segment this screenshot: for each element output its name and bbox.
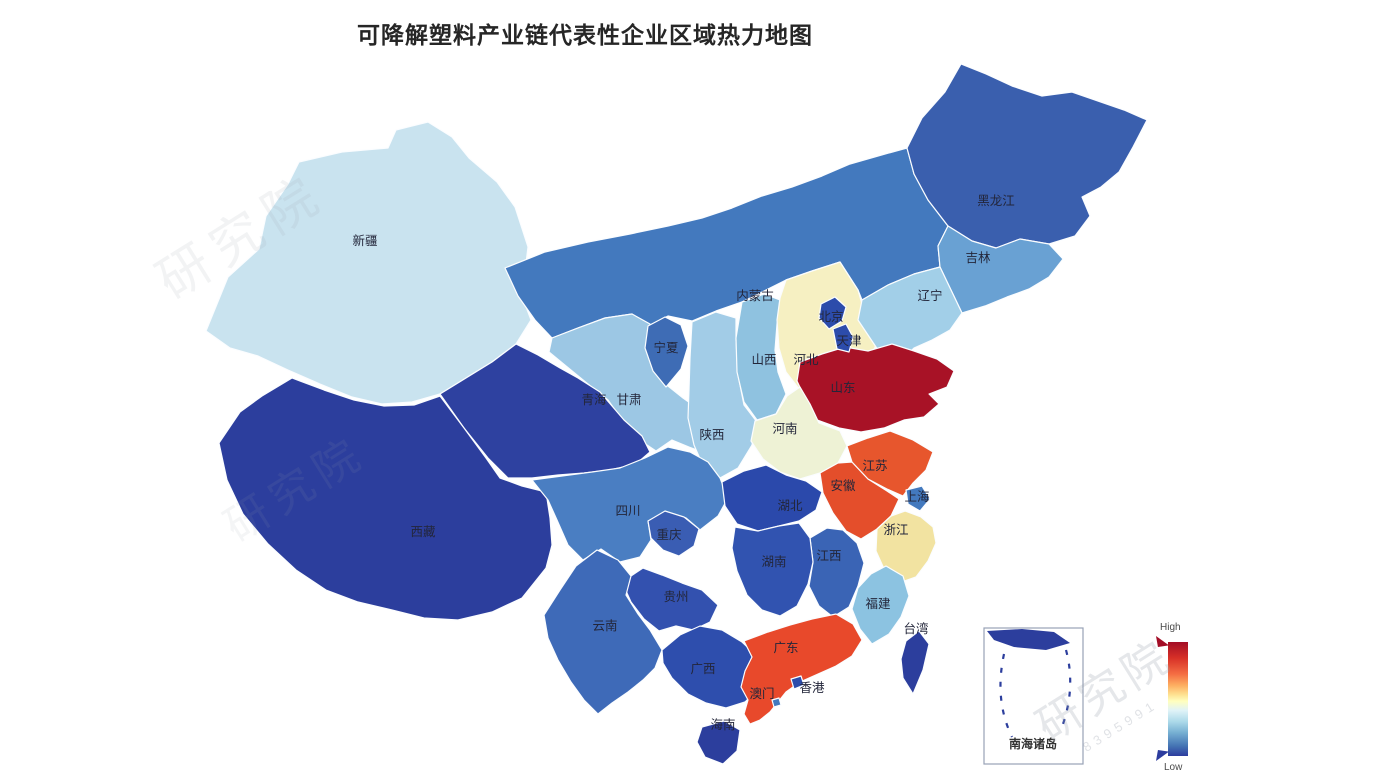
inset-dash-line-right [1060,649,1072,728]
province-label-jilin: 吉林 [965,251,991,265]
province-label-fujian: 福建 [865,596,891,611]
province-label-anhui: 安徽 [830,478,856,493]
province-label-jiangxi: 江西 [816,549,841,563]
province-label-hubei: 湖北 [777,498,803,513]
province-hunan[interactable] [731,522,814,617]
province-label-chongqing: 重庆 [656,527,682,542]
color-legend: High Low [1146,614,1236,778]
province-label-guangdong: 广东 [773,641,798,655]
province-beijing[interactable] [818,296,847,330]
province-label-ningxia: 宁夏 [653,340,679,355]
legend-bottom-marker-icon [1156,750,1169,761]
province-label-yunnan: 云南 [592,618,617,633]
inset-label: 南海诸岛 [1009,736,1057,751]
province-label-shanxi: 山西 [751,353,776,367]
province-xianggang[interactable] [790,675,805,690]
province-label-xianggang: 香港 [799,681,825,695]
province-label-hunan: 湖南 [761,554,786,569]
province-shandong[interactable] [796,343,955,433]
province-label-liaoning: 辽宁 [917,288,942,303]
province-tianjin[interactable] [832,323,854,353]
province-label-henan: 河南 [772,421,797,436]
province-label-gansu: 甘肃 [616,393,641,407]
province-xizang[interactable] [218,377,553,621]
inset-dash-line-left [999,653,1013,738]
province-label-neimenggu: 内蒙古 [736,288,774,303]
legend-low-label: Low [1164,762,1183,773]
province-shaanxi[interactable] [687,311,758,479]
province-taiwan[interactable] [900,630,930,695]
province-label-shaanxi: 陕西 [699,427,724,442]
province-ningxia[interactable] [644,316,689,388]
province-label-guangxi: 广西 [690,662,715,676]
province-label-heilongjiang: 黑龙江 [977,194,1015,208]
province-label-hebei: 河北 [793,353,819,367]
legend-gradient-bar [1168,642,1188,756]
province-label-tianjin: 天津 [836,334,861,348]
province-chongqing[interactable] [647,510,700,557]
inset-coast-shape [987,629,1070,650]
province-jiangxi[interactable] [808,527,865,618]
province-label-taiwan: 台湾 [903,621,928,636]
chart-title: 可降解塑料产业链代表性企业区域热力地图 [357,22,813,48]
province-label-sichuan: 四川 [615,504,640,518]
province-fujian[interactable] [851,565,910,645]
legend-high-label: High [1160,622,1181,633]
province-shanghai[interactable] [905,485,931,512]
province-hubei[interactable] [721,464,823,532]
province-qinghai[interactable] [439,343,651,479]
province-guizhou[interactable] [621,567,719,632]
province-heilongjiang[interactable] [906,63,1148,249]
province-aomen[interactable] [771,697,782,708]
province-label-qinghai: 青海 [581,392,607,407]
province-label-zhejiang: 浙江 [883,522,908,537]
province-guangdong[interactable] [740,613,863,725]
province-hainan[interactable] [696,720,741,765]
south-china-sea-inset: 南海诸岛 [983,627,1084,765]
province-xinjiang[interactable] [205,121,532,405]
province-label-guizhou: 贵州 [663,590,688,604]
province-label-xinjiang: 新疆 [352,233,377,248]
legend-top-marker-icon [1156,636,1169,647]
province-label-beijing: 北京 [818,310,843,324]
province-label-shandong: 山东 [830,381,855,395]
province-label-jiangsu: 江苏 [862,458,887,473]
province-yunnan[interactable] [543,549,663,715]
province-label-shanghai: 上海 [904,489,930,504]
province-label-aomen: 澳门 [749,686,774,701]
province-label-hainan: 海南 [710,717,735,732]
province-label-xizang: 西藏 [410,525,436,539]
province-jiangsu[interactable] [846,430,934,497]
